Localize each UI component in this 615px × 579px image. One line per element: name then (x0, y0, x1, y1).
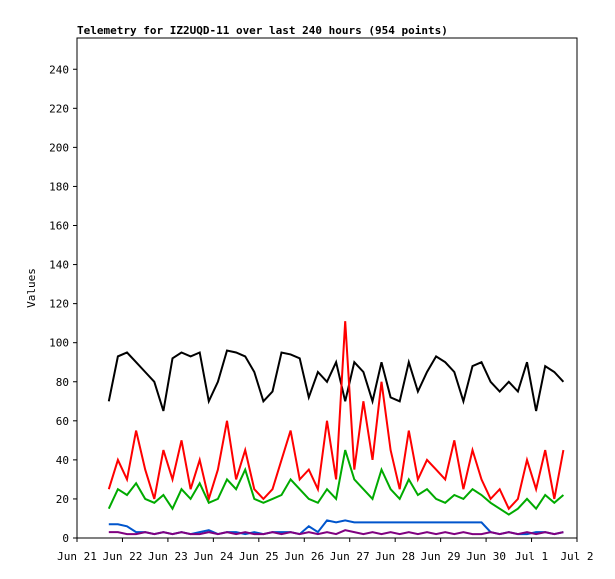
y-axis-label: Values (25, 268, 38, 308)
x-tick-label: Jun 30 (466, 550, 506, 563)
y-tick-label: 20 (56, 493, 69, 506)
x-tick-label: Jun 28 (375, 550, 415, 563)
x-tick-label: Jun 24 (193, 550, 233, 563)
x-tick-label: Jul 1 (515, 550, 548, 563)
series-line (108, 519, 564, 536)
x-tick-label: Jul 2 (560, 550, 593, 563)
y-tick-label: 200 (49, 141, 69, 154)
y-tick-label: 220 (49, 102, 69, 115)
x-tick-label: Jun 25 (239, 550, 279, 563)
y-tick-label: 160 (49, 220, 69, 233)
y-tick-label: 80 (56, 376, 69, 389)
x-tick-label: Jun 21 (57, 550, 97, 563)
x-tick-label: Jun 22 (103, 550, 143, 563)
series-line (107, 449, 565, 516)
y-tick-label: 100 (49, 337, 69, 350)
series-line (107, 321, 565, 511)
y-tick-label: 180 (49, 180, 69, 193)
y-tick-label: 120 (49, 298, 69, 311)
series-line (107, 349, 565, 412)
y-tick-label: 140 (49, 259, 69, 272)
series-line (108, 529, 564, 536)
x-tick-label: Jun 26 (284, 550, 324, 563)
y-tick-label: 0 (62, 532, 69, 545)
y-tick-label: 240 (49, 63, 69, 76)
plot-frame (76, 37, 578, 539)
y-tick-label: 40 (56, 454, 69, 467)
x-tick-label: Jun 29 (421, 550, 461, 563)
y-tick-label: 60 (56, 415, 69, 428)
chart-title: Telemetry for IZ2UQD-11 over last 240 ho… (77, 24, 448, 37)
x-tick-label: Jun 23 (148, 550, 188, 563)
x-tick-label: Jun 27 (330, 550, 370, 563)
